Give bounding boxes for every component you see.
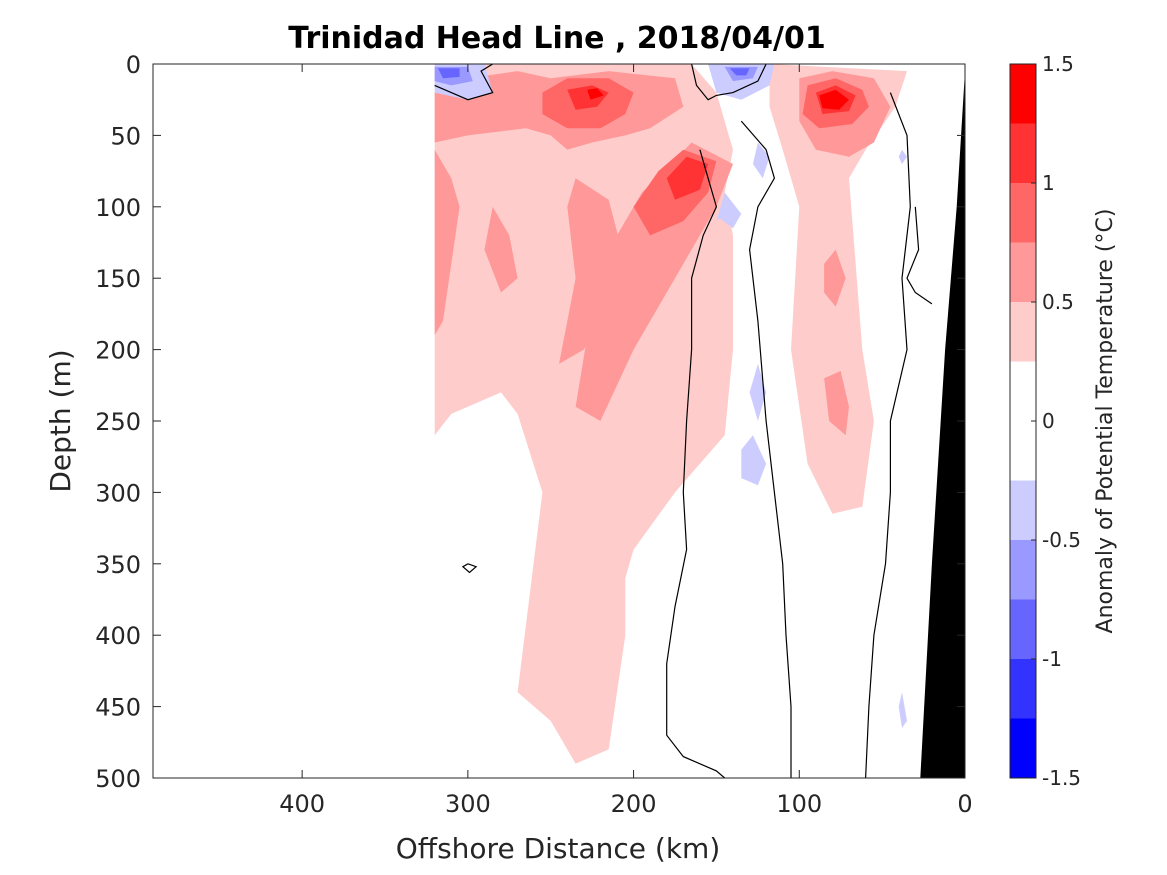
contour-line-2 [666,149,726,778]
contour-line-6 [461,563,478,574]
colorbar-swatch [1010,123,1036,183]
x-tick-label: 300 [445,790,491,818]
x-axis-label: Offshore Distance (km) [396,832,721,865]
contour-region-29 [438,68,460,79]
y-tick-label: 350 [95,551,141,579]
y-tick-label: 450 [95,694,141,722]
y-tick-label: 500 [95,765,141,793]
colorbar-swatch [1010,540,1036,600]
colorbar-tick-label: 0 [1042,409,1055,433]
contour-region-23 [749,363,767,421]
colorbar-swatch [1010,659,1036,719]
contour-region-25 [898,149,907,164]
x-tick-label: 100 [776,790,822,818]
y-axis-label: Depth (m) [44,349,77,492]
chart-title: Trinidad Head Line , 2018/04/01 [288,21,825,56]
colorbar-swatch [1010,718,1036,778]
contour-region-4 [575,142,733,421]
filled-contours [434,64,907,764]
contour-region-9 [824,371,849,436]
contour-line-0 [434,64,494,101]
colorbar-tick-label: -1.5 [1042,766,1081,790]
y-tick-label: 100 [95,194,141,222]
contour-region-3 [559,178,626,364]
contour-region-26 [898,692,907,728]
contour-line-5 [906,206,933,305]
contour-region-14 [666,156,709,200]
x-tick-label: 0 [957,790,972,818]
contour-region-30 [729,68,750,76]
contour-lines [434,64,933,778]
contour-region-8 [824,249,846,307]
y-tick-label: 0 [126,51,141,79]
colorbar-tick-label: -0.5 [1042,528,1081,552]
x-axis-ticks: 400 300 200 100 0 [279,64,973,818]
bathymetry-shape [920,64,965,778]
contour-region-6 [484,206,518,293]
colorbar-tick-label: 0.5 [1042,290,1074,314]
colorbar-tick-label: -1 [1042,647,1062,671]
y-tick-label: 300 [95,479,141,507]
colorbar-swatch [1010,480,1036,540]
colorbar-tick-label: 1.5 [1042,52,1074,76]
y-axis-ticks: 0 50 100 150 200 250 300 350 400 450 500 [95,51,965,793]
colorbar-tick-label: 1 [1042,171,1055,195]
x-tick-label: 400 [279,790,325,818]
colorbar-swatches [1010,64,1036,778]
colorbar-swatch [1010,599,1036,659]
contour-region-19 [708,64,775,100]
colorbar-swatch [1010,64,1036,124]
y-tick-label: 150 [95,265,141,293]
contour-region-17 [587,88,604,100]
y-tick-label: 200 [95,337,141,365]
y-tick-label: 250 [95,408,141,436]
contour-region-16 [819,89,849,110]
contour-line-4 [865,92,911,778]
y-tick-label: 50 [110,122,141,150]
contour-region-21 [752,142,770,179]
colorbar-swatch [1010,242,1036,302]
contour-line-1 [691,64,767,101]
y-tick-label: 400 [95,622,141,650]
contour-region-5 [434,149,460,336]
bathymetry [920,64,965,778]
colorbar-swatch [1010,183,1036,243]
colorbar-label: Anomaly of Potential Temperature (°C) [1093,209,1118,634]
colorbar: -1.5 -1 -0.5 0 0.5 1 1.5 Anomaly of Potential … [1009,52,1118,790]
contour-line-3 [740,120,792,778]
colorbar-ticks: -1.5 -1 -0.5 0 0.5 1 1.5 [1031,52,1081,790]
contour-region-24 [741,435,767,486]
contour-region-22 [716,192,733,222]
x-tick-label: 200 [611,790,657,818]
colorbar-swatch [1010,302,1036,362]
plot-area [152,63,966,779]
